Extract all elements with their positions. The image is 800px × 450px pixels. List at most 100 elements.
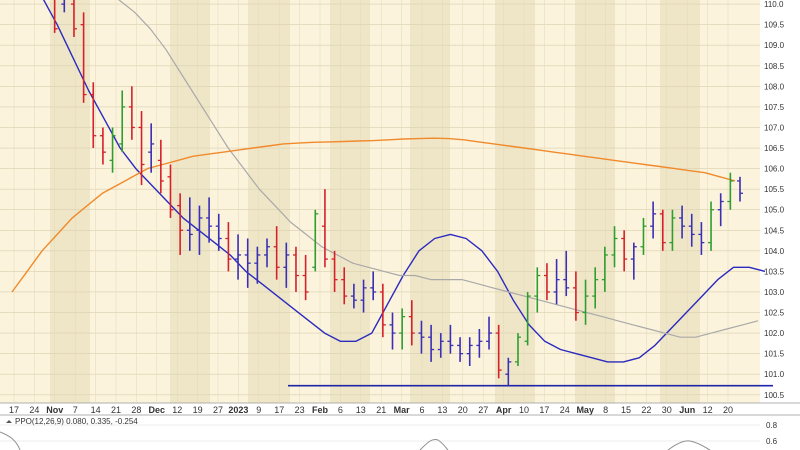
plot-background — [0, 0, 760, 403]
moving-average-ma_mid — [118, 0, 759, 338]
x-tick-label: 24 — [29, 405, 39, 415]
price-bar — [61, 0, 66, 13]
y-tick-label: 103.0 — [764, 288, 785, 297]
x-tick-label: 19 — [193, 405, 203, 415]
price-bar — [572, 271, 579, 321]
price-bar — [659, 209, 666, 251]
x-tick-label: 15 — [621, 405, 631, 415]
x-tick-label: 27 — [478, 405, 488, 415]
price-bar — [437, 333, 444, 358]
x-tick-label: 17 — [539, 405, 549, 415]
x-tick-label: 6 — [338, 405, 343, 415]
y-tick-label: 107.0 — [764, 123, 785, 132]
x-tick-label: Jun — [679, 405, 695, 415]
price-bar — [486, 316, 493, 350]
price-bar — [466, 337, 473, 366]
price-bar — [292, 246, 299, 292]
y-tick-label: 101.0 — [764, 370, 785, 379]
price-bar — [679, 205, 686, 239]
x-tick-label: Feb — [312, 405, 329, 415]
price-bar — [99, 127, 106, 165]
x-tick-label: 2023 — [228, 405, 248, 415]
x-tick-label: 24 — [560, 405, 570, 415]
y-tick-label: 102.0 — [764, 329, 785, 338]
y-tick-label: 109.5 — [764, 21, 785, 30]
x-tick-label: 17 — [9, 405, 19, 415]
x-tick-label: Apr — [496, 405, 512, 415]
x-tick-label: 21 — [376, 405, 386, 415]
x-tick-label: 8 — [603, 405, 608, 415]
x-tick-label: 27 — [213, 405, 223, 415]
price-bar — [341, 267, 348, 305]
price-bar — [254, 246, 261, 284]
ppo-tick-label: 0.6 — [766, 437, 778, 446]
x-tick-label: 20 — [458, 405, 468, 415]
price-bar — [737, 176, 743, 202]
x-tick-label: 21 — [111, 405, 121, 415]
price-bar — [379, 283, 386, 338]
y-tick-label: 105.0 — [764, 206, 785, 215]
y-tick-label: 104.5 — [764, 226, 785, 235]
month-band — [330, 0, 370, 403]
x-tick-label: 13 — [356, 405, 366, 415]
price-bar — [264, 238, 271, 268]
y-tick-label: 109.0 — [764, 41, 785, 50]
price-bar — [321, 189, 328, 268]
x-tick-label: 7 — [73, 405, 78, 415]
price-bar — [457, 337, 464, 362]
y-tick-label: 105.5 — [764, 185, 785, 194]
price-bar — [505, 357, 512, 387]
month-band — [575, 0, 615, 403]
price-bar — [717, 193, 724, 227]
month-band — [495, 0, 535, 403]
price-bar — [138, 111, 145, 186]
x-tick-label: 12 — [703, 405, 713, 415]
month-band — [248, 0, 290, 403]
price-bar — [225, 222, 232, 272]
price-bar — [553, 259, 560, 305]
price-bar — [273, 226, 280, 280]
price-bar — [563, 250, 570, 297]
x-axis-strip — [0, 403, 800, 415]
price-bar — [148, 123, 155, 173]
price-bar — [727, 172, 734, 210]
price-bar — [688, 213, 695, 247]
price-bar — [177, 193, 184, 255]
price-bar — [601, 246, 608, 292]
price-bar — [90, 82, 97, 149]
price-bar — [128, 86, 135, 140]
y-tick-label: 108.5 — [764, 62, 785, 71]
moving-average-ma_long — [11, 137, 736, 293]
price-bar — [650, 201, 657, 239]
y-tick-label: 106.0 — [764, 165, 785, 174]
x-tick-label: 23 — [295, 405, 305, 415]
price-bar — [370, 271, 377, 301]
y-tick-label: 107.5 — [764, 103, 785, 112]
x-tick-label: 20 — [723, 405, 733, 415]
price-bar — [196, 205, 203, 255]
price-bar — [495, 324, 502, 379]
price-bar — [157, 139, 164, 194]
price-bar — [640, 217, 647, 255]
price-bar — [428, 324, 435, 362]
price-bar — [235, 234, 242, 280]
price-bar — [109, 127, 116, 173]
y-tick-label: 104.0 — [764, 247, 785, 256]
x-tick-label: May — [576, 405, 594, 415]
ppo-line — [419, 439, 449, 450]
price-bar — [312, 209, 319, 272]
price-bar — [621, 230, 628, 272]
x-tick-label: 22 — [641, 405, 651, 415]
ppo-label: PPO(12,26,9) 0.080, 0.335, -0.254 — [15, 417, 138, 426]
x-tick-label: 30 — [662, 405, 672, 415]
moving-average-ma_short — [42, 0, 766, 363]
price-bar — [708, 201, 715, 251]
x-tick-label: Nov — [46, 405, 63, 415]
x-tick-label: 6 — [419, 405, 424, 415]
y-tick-label: 103.5 — [764, 267, 785, 276]
month-band — [410, 0, 450, 403]
price-bar — [215, 213, 222, 251]
price-bar — [119, 90, 126, 153]
ppo-line — [667, 440, 711, 450]
